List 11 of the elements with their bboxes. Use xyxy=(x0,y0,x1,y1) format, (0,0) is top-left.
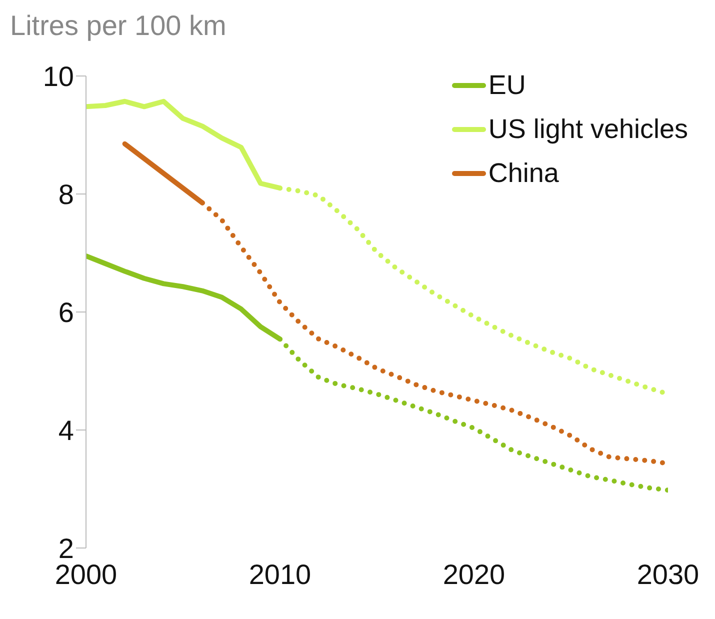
y-tick-label: 8 xyxy=(58,178,74,210)
y-tick-label: 6 xyxy=(58,296,74,328)
y-tick-label: 10 xyxy=(42,60,74,92)
y-tick-label: 4 xyxy=(58,414,74,446)
legend-label: China xyxy=(488,158,559,188)
x-tick-label: 2030 xyxy=(636,558,700,590)
legend-label: EU xyxy=(488,70,526,100)
legend-label: US light vehicles xyxy=(488,114,688,144)
x-tick-label: 2010 xyxy=(248,558,312,590)
y-axis-title: Litres per 100 km xyxy=(10,10,226,42)
x-tick-label: 2020 xyxy=(442,558,506,590)
